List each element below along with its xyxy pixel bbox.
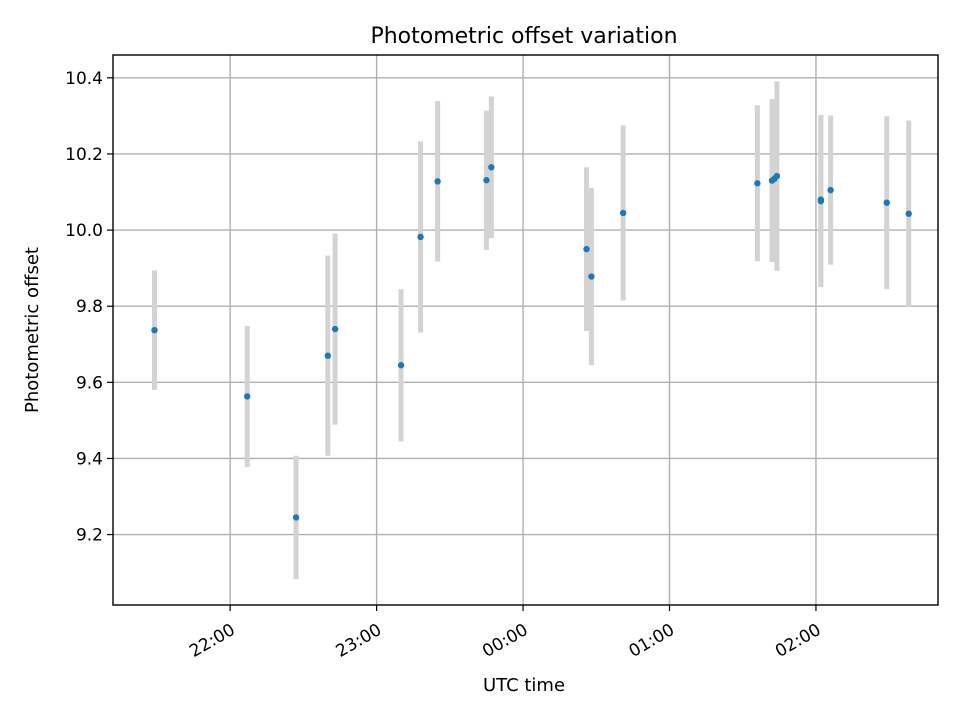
x-axis-label: UTC time xyxy=(483,675,565,696)
data-point xyxy=(331,325,339,333)
data-point xyxy=(905,210,912,217)
data-point xyxy=(773,172,781,180)
data-point xyxy=(883,199,890,206)
data-point xyxy=(483,177,490,184)
x-tick-label: 00:00 xyxy=(479,620,531,662)
y-axis: 9.2 9.4 9.6 9.8 10.0 10.2 10.4 xyxy=(65,69,113,546)
y-tick-label: 9.4 xyxy=(76,449,103,469)
data-point xyxy=(292,514,300,521)
data-point xyxy=(417,233,424,241)
plot-frame xyxy=(112,54,939,606)
error-bars xyxy=(151,81,912,580)
x-tick-label: 02:00 xyxy=(772,620,824,662)
y-axis-label: Photometric offset xyxy=(22,247,43,413)
y-tick-label: 10.2 xyxy=(65,145,103,165)
data-point xyxy=(488,164,495,171)
x-tick-label: 01:00 xyxy=(626,620,678,662)
y-tick-label: 9.6 xyxy=(76,373,103,393)
data-point xyxy=(244,393,251,400)
data-point xyxy=(619,209,627,217)
x-tick-label: 23:00 xyxy=(333,620,385,662)
data-point xyxy=(397,362,405,369)
x-tick-label: 22:00 xyxy=(186,620,238,662)
data-point xyxy=(817,196,825,203)
x-axis: 22:00 23:00 00:00 01:00 02:00 xyxy=(186,605,824,662)
y-tick-label: 10.4 xyxy=(65,69,103,89)
data-point xyxy=(151,326,158,334)
data-point xyxy=(588,273,595,280)
data-point xyxy=(434,178,441,185)
y-tick-label: 9.2 xyxy=(76,526,103,546)
grid xyxy=(113,55,938,605)
y-tick-label: 10.0 xyxy=(65,221,103,241)
data-point xyxy=(583,245,590,253)
chart-title: Photometric offset variation xyxy=(370,24,677,49)
data-point xyxy=(827,186,834,194)
data-point xyxy=(754,180,761,187)
y-tick-label: 9.8 xyxy=(76,297,103,317)
data-points xyxy=(151,164,912,521)
data-point xyxy=(324,352,331,359)
